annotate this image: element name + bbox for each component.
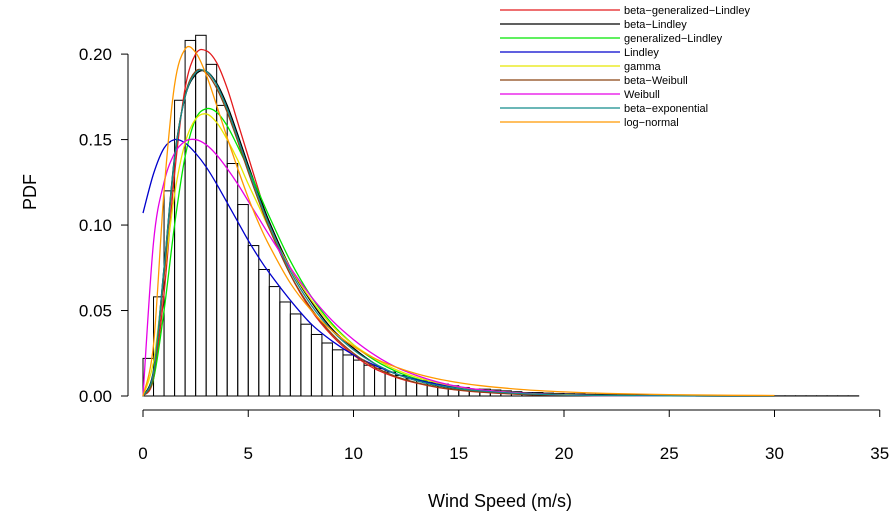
y-tick-label: 0.00 [79, 387, 112, 406]
y-tick-label: 0.05 [79, 302, 112, 321]
legend-label: beta−Lindley [624, 19, 687, 31]
legend-label: beta−exponential [624, 103, 708, 115]
histogram-bar [353, 359, 365, 397]
histogram-bar [331, 349, 344, 397]
x-tick-label: 5 [244, 444, 253, 463]
x-tick-label: 35 [870, 444, 889, 463]
x-tick-label: 15 [449, 444, 468, 463]
x-axis: 0 5 10 15 20 25 30 35 [138, 409, 889, 463]
x-tick-label: 30 [765, 444, 784, 463]
x-tick-label: 0 [138, 444, 147, 463]
histogram-bars [142, 34, 860, 397]
histogram-bar [247, 245, 260, 397]
y-tick-label: 0.20 [79, 45, 112, 64]
histogram-bar [237, 204, 249, 397]
x-tick-label: 20 [555, 444, 574, 463]
x-axis-title: Wind Speed (m/s) [428, 491, 572, 511]
legend-label: beta−generalized−Lindley [624, 5, 750, 17]
y-axis-title: PDF [20, 174, 40, 210]
legend-label: gamma [624, 61, 662, 73]
y-tick-label: 0.10 [79, 216, 112, 235]
histogram-bar [363, 364, 376, 397]
histogram-bar [258, 268, 270, 397]
legend-label: generalized−Lindley [624, 33, 723, 45]
legend: beta−generalized−Lindley beta−Lindley gene… [500, 5, 750, 129]
density-curves [142, 45, 775, 397]
histogram-bar [289, 313, 302, 397]
histogram-bar [342, 354, 355, 397]
legend-label: beta−Weibull [624, 75, 688, 87]
histogram-bar [195, 34, 207, 397]
histogram-bar [268, 286, 281, 397]
density-curve [142, 69, 775, 397]
histogram-bar [300, 323, 312, 397]
histogram-bar [216, 104, 228, 397]
density-curve [142, 45, 775, 397]
y-axis: 0.00 0.05 0.10 0.15 0.20 [79, 45, 129, 406]
histogram-bar [279, 301, 291, 397]
legend-label: Lindley [624, 47, 659, 59]
histogram-bar [184, 39, 197, 397]
x-tick-label: 10 [344, 444, 363, 463]
histogram-bar [321, 342, 333, 397]
legend-label: Weibull [624, 89, 660, 101]
y-tick-label: 0.15 [79, 131, 112, 150]
histogram-bar [310, 333, 323, 397]
histogram-bar [226, 163, 239, 397]
legend-label: log−normal [624, 117, 679, 129]
x-tick-label: 25 [660, 444, 679, 463]
